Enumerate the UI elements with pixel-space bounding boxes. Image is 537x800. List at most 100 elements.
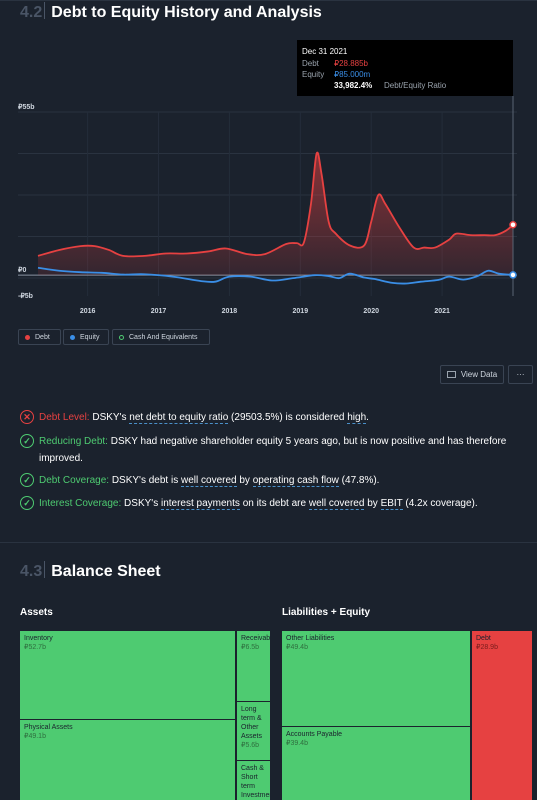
tile-label: Physical Assets [24,724,73,731]
legend-label-debt: Debt [35,333,50,341]
tile-value: ₽52.7b [24,644,46,651]
view-data-button[interactable]: View Data [440,365,504,384]
asset-tile-long-term-other[interactable]: Long term & Other Assets ₽5.6b [237,702,270,760]
liability-tile-accounts-payable[interactable]: Accounts Payable ₽39.4b [282,727,470,800]
cross-circle-icon: ✕ [20,410,34,424]
y-tick-label: ₽0 [18,266,26,274]
tile-label: Debt [476,635,491,642]
legend-item-debt[interactable]: Debt [18,329,61,345]
equity-dot-icon [70,334,75,340]
more-options-button[interactable]: ··· [508,365,533,384]
check-text: . [366,412,369,423]
high-link[interactable]: high [347,412,367,424]
assets-heading: Assets [20,607,53,618]
x-tick-label: 2017 [151,308,167,315]
section-title-balance: 4.3 Balance Sheet [20,561,161,581]
more-icon: ··· [516,370,525,379]
y-tick-label: ₽55b [18,103,35,111]
tile-value: ₽6.5b [241,644,260,651]
asset-tile-physical-assets[interactable]: Physical Assets ₽49.1b [20,720,235,800]
section-title-debt: 4.2 Debt to Equity History and Analysis [20,2,322,22]
legend-item-cash[interactable]: Cash And Equivalents [112,329,210,345]
liabilities-heading: Liabilities + Equity [282,607,371,618]
check-reducing-debt: ✓ Reducing Debt: DSKY had negative share… [20,433,520,467]
liability-tile-debt[interactable]: Debt ₽28.9b [472,631,532,800]
view-data-label: View Data [460,370,498,379]
legend-label-cash: Cash And Equivalents [129,333,198,341]
tooltip-date: Dec 31 2021 [302,47,348,56]
tile-label: Inventory [24,635,53,642]
x-tick-label: 2016 [80,308,96,315]
check-label: Debt Level: [39,412,90,423]
net-debt-to-equity-link[interactable]: net debt to equity ratio [129,412,229,424]
tooltip-ratio-label: Debt/Equity Ratio [384,81,447,90]
tooltip-debt-value: ₽28.885b [334,59,369,68]
debt-series-line [37,151,514,258]
debt-dot-icon [25,334,30,340]
tooltip-debt-label: Debt [302,59,319,68]
tile-value: ₽49.1b [24,733,46,740]
x-tick-label: 2021 [434,308,450,315]
x-tick-label: 2019 [293,308,309,315]
check-interest-coverage: ✓ Interest Coverage: DSKY's interest pay… [20,495,520,512]
section-number: 4.3 [20,563,43,580]
check-text: by [367,498,378,509]
tile-label: Other Liabilities [286,635,335,642]
check-circle-icon: ✓ [20,496,34,510]
well-covered-link[interactable]: well covered [308,498,365,510]
x-tick-label: 2020 [363,308,379,315]
section-heading: Balance Sheet [51,563,161,580]
check-text: (4.2x coverage). [405,498,478,509]
debt-area [38,152,513,276]
section-number-divider [44,2,46,19]
tile-value: ₽39.4b [286,740,308,747]
section-divider [0,542,537,543]
check-circle-icon: ✓ [20,434,34,448]
tile-label: Cash & Short term Investments [241,765,270,799]
liability-tile-other-liabilities[interactable]: Other Liabilities ₽49.4b [282,631,470,726]
check-debt-level: ✕ Debt Level: DSKY's net debt to equity … [20,409,520,426]
check-label: Interest Coverage: [39,498,122,509]
tile-label: Receivables [241,635,270,642]
check-circle-icon: ✓ [20,473,34,487]
check-debt-coverage: ✓ Debt Coverage: DSKY's debt is well cov… [20,472,520,489]
check-text: (29503.5%) is considered [231,412,345,423]
equity-series-line [37,266,514,285]
equity-point [509,271,517,279]
asset-tile-inventory[interactable]: Inventory ₽52.7b [20,631,235,719]
tile-value: ₽5.6b [241,742,260,749]
operating-cash-flow-link[interactable]: operating cash flow [252,475,339,487]
check-text: DSKY's [92,412,127,423]
well-covered-link[interactable]: well covered [181,475,237,487]
tile-value: ₽28.9b [476,644,498,651]
check-text: on its debt are [242,498,307,509]
section-heading: Debt to Equity History and Analysis [51,4,322,21]
check-label: Reducing Debt: [39,436,108,447]
debt-equity-chart[interactable]: ₽55b ₽0 -₽5b 2016 2017 2018 2019 2020 2021 [0,0,537,320]
asset-tile-receivables[interactable]: Receivables ₽6.5b [237,631,270,701]
interest-payments-link[interactable]: interest payments [160,498,240,510]
debt-point [509,220,517,229]
check-text: (47.8%). [341,475,380,486]
cash-ring-icon [119,334,124,340]
y-tick-label: -₽5b [18,292,33,300]
check-text: DSKY had negative shareholder equity 5 y… [39,436,507,464]
check-label: Debt Coverage: [39,475,110,486]
check-text: by [239,475,250,486]
tooltip-equity-label: Equity [302,70,325,79]
legend-item-equity[interactable]: Equity [63,329,109,345]
ebit-link[interactable]: EBIT [380,498,403,510]
x-tick-label: 2018 [222,308,238,315]
table-icon [446,371,456,378]
check-text: DSKY's [124,498,159,509]
section-number-divider [44,561,46,578]
chart-tooltip: Dec 31 2021 Debt ₽28.885b Equity ₽85.000… [297,40,513,96]
tile-value: ₽49.4b [286,644,308,651]
tooltip-equity-value: ₽85.000m [334,70,371,79]
top-divider [0,0,537,1]
tooltip-ratio-value: 33,982.4% [334,81,373,90]
tile-label: Accounts Payable [286,731,343,738]
check-text: DSKY's debt is [111,475,179,486]
legend-label-equity: Equity [80,333,100,341]
asset-tile-cash-short-term[interactable]: Cash & Short term Investments [237,761,270,800]
